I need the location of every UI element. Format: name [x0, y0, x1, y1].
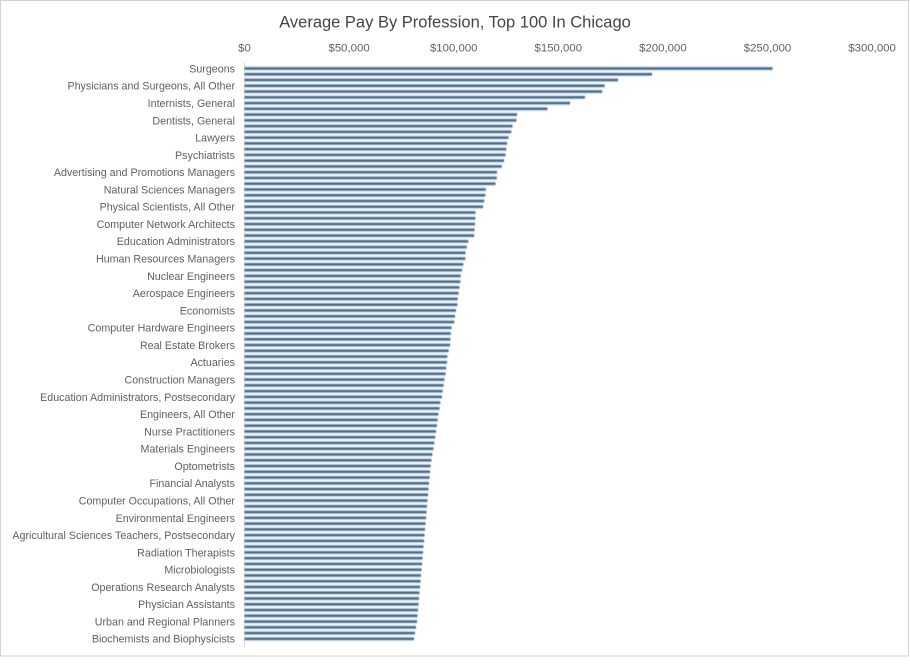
svg-text:Economists: Economists [180, 305, 235, 317]
svg-text:Lawyers: Lawyers [195, 133, 235, 145]
svg-text:Physical Scientists, All Other: Physical Scientists, All Other [100, 202, 236, 214]
svg-text:$0: $0 [238, 43, 251, 55]
svg-text:Construction Managers: Construction Managers [125, 374, 236, 386]
svg-text:Dentists, General: Dentists, General [152, 115, 235, 127]
svg-text:Urban and Regional Planners: Urban and Regional Planners [95, 616, 235, 628]
svg-text:Biochemists and Biophysicists: Biochemists and Biophysicists [92, 634, 235, 646]
svg-text:$300,000: $300,000 [848, 43, 896, 55]
svg-text:Microbiologists: Microbiologists [164, 565, 235, 577]
svg-text:Human Resources Managers: Human Resources Managers [96, 254, 235, 266]
svg-text:Psychiatrists: Psychiatrists [175, 150, 235, 162]
svg-text:Internists, General: Internists, General [148, 98, 235, 110]
svg-text:Physician Assistants: Physician Assistants [138, 599, 235, 611]
svg-text:$100,000: $100,000 [430, 43, 478, 55]
svg-text:Radiation Therapists: Radiation Therapists [137, 547, 235, 559]
svg-text:Agricultural Sciences Teachers: Agricultural Sciences Teachers, Postseco… [12, 530, 235, 542]
svg-text:Advertising and Promotions Man: Advertising and Promotions Managers [54, 167, 235, 179]
svg-text:Aerospace Engineers: Aerospace Engineers [133, 288, 235, 300]
svg-text:$200,000: $200,000 [639, 43, 687, 55]
svg-text:Education Administrators, Post: Education Administrators, Postsecondary [40, 392, 236, 404]
svg-text:Operations Research Analysts: Operations Research Analysts [91, 582, 235, 594]
svg-text:Optometrists: Optometrists [174, 461, 235, 473]
svg-text:Real Estate Brokers: Real Estate Brokers [140, 340, 235, 352]
svg-text:Nurse Practitioners: Nurse Practitioners [144, 426, 235, 438]
svg-text:$150,000: $150,000 [535, 43, 583, 55]
svg-text:$50,000: $50,000 [329, 43, 370, 55]
svg-text:Computer Network Architects: Computer Network Architects [97, 219, 235, 231]
svg-text:Natural Sciences Managers: Natural Sciences Managers [104, 184, 235, 196]
svg-text:Financial Analysts: Financial Analysts [149, 478, 235, 490]
svg-text:$250,000: $250,000 [744, 43, 792, 55]
svg-text:Actuaries: Actuaries [190, 357, 235, 369]
svg-text:Average Pay By Profession, Top: Average Pay By Profession, Top 100 In Ch… [279, 14, 631, 32]
svg-text:Physicians and Surgeons, All O: Physicians and Surgeons, All Other [67, 81, 235, 93]
svg-text:Nuclear Engineers: Nuclear Engineers [147, 271, 235, 283]
svg-text:Education Administrators: Education Administrators [117, 236, 235, 248]
svg-text:Environmental Engineers: Environmental Engineers [116, 513, 235, 525]
svg-text:Engineers, All Other: Engineers, All Other [140, 409, 235, 421]
svg-text:Computer Occupations, All Othe: Computer Occupations, All Other [79, 495, 236, 507]
svg-text:Computer Hardware Engineers: Computer Hardware Engineers [88, 323, 235, 335]
svg-text:Materials Engineers: Materials Engineers [141, 444, 235, 456]
svg-text:Surgeons: Surgeons [189, 63, 235, 75]
